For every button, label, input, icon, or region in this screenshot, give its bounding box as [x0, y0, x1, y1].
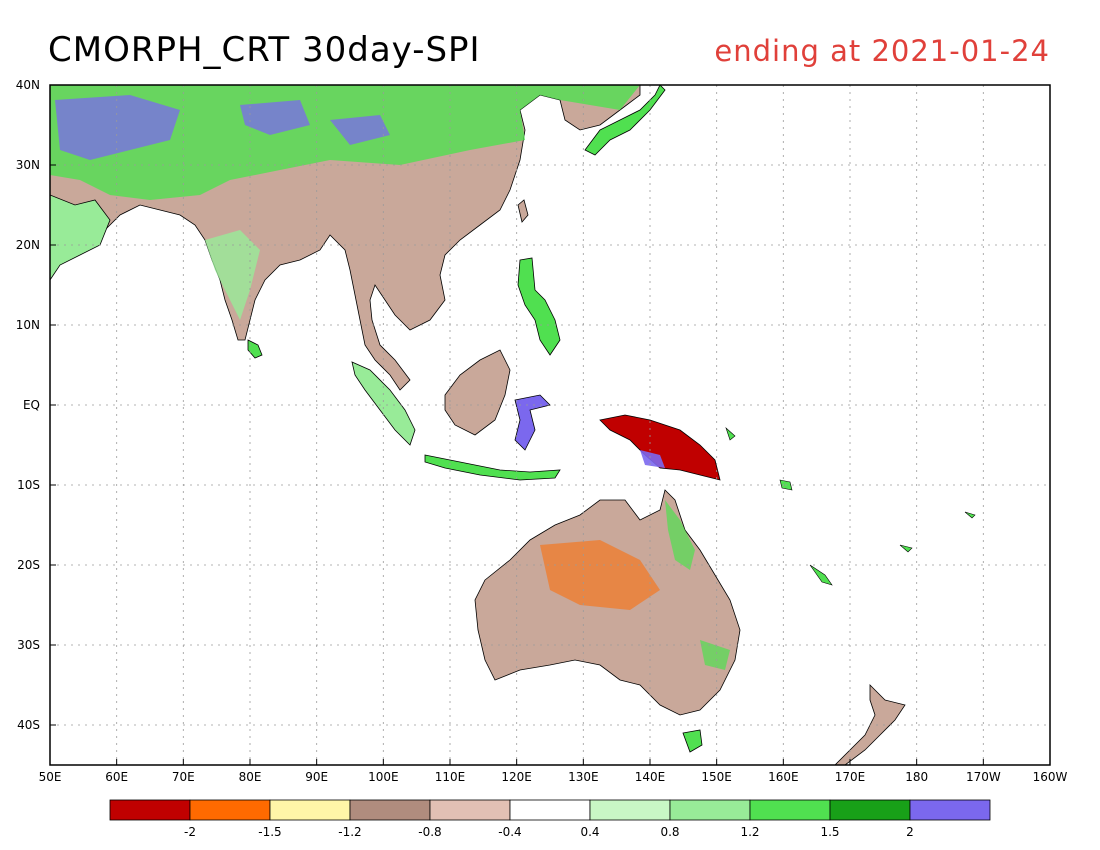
lat-label: EQ — [23, 398, 40, 412]
map-subtitle-date: ending at 2021-01-24 — [714, 34, 1050, 68]
lon-label: 120E — [501, 770, 532, 784]
land-philippines — [517, 257, 561, 356]
lat-label: 20N — [16, 238, 40, 252]
land-australia-east-wet — [665, 500, 730, 670]
lat-label: 10S — [17, 478, 40, 492]
lat-label: 30N — [16, 158, 40, 172]
colorbar-label: 0.4 — [580, 825, 599, 839]
colorbar-label: 2 — [906, 825, 914, 839]
land-sri-lanka — [247, 339, 263, 359]
colorbar-label: -2 — [184, 825, 196, 839]
lon-label: 70E — [172, 770, 195, 784]
lat-label: 10N — [16, 318, 40, 332]
colorbar-swatch — [269, 799, 351, 821]
colorbar-labels: -2 -1.5 -1.2 -0.8 -0.4 0.4 0.8 1.2 1.5 2 — [184, 825, 914, 839]
land-java — [424, 454, 561, 481]
lon-label: 140E — [635, 770, 666, 784]
land-australia-hot — [540, 540, 660, 610]
lon-label: 160W — [1033, 770, 1068, 784]
lon-label: 180 — [905, 770, 928, 784]
colorbar-label: -0.8 — [418, 825, 441, 839]
land-india-wet — [205, 230, 260, 320]
land-pacific-islands — [725, 427, 976, 586]
colorbar-label: -0.4 — [498, 825, 521, 839]
colorbar-swatch — [829, 799, 911, 821]
lon-label: 150E — [701, 770, 732, 784]
colorbar-label: -1.5 — [258, 825, 281, 839]
colorbar-swatch — [909, 799, 991, 821]
colorbar — [109, 799, 991, 821]
land-asia-north-purple — [55, 95, 390, 160]
lon-label: 100E — [368, 770, 399, 784]
land-new-guinea — [599, 414, 721, 481]
lon-label: 60E — [105, 770, 128, 784]
lon-label: 160E — [768, 770, 799, 784]
colorbar-label: 1.2 — [740, 825, 759, 839]
lat-label: 40N — [16, 78, 40, 92]
lon-label: 170E — [835, 770, 866, 784]
map-frame-border — [49, 84, 1051, 766]
land-new-guinea-wet — [640, 450, 665, 468]
colorbar-swatch — [589, 799, 671, 821]
lon-label: 80E — [239, 770, 262, 784]
colorbar-swatch — [509, 799, 591, 821]
colorbar-label: -1.2 — [338, 825, 361, 839]
latitude-labels: 40N 30N 20N 10N EQ 10S 20S 30S 40S — [16, 78, 56, 732]
graticule — [50, 85, 1050, 765]
land-tasmania — [682, 729, 703, 753]
colorbar-swatch — [349, 799, 431, 821]
lat-label: 40S — [17, 718, 40, 732]
colorbar-swatch — [429, 799, 511, 821]
lon-label: 130E — [568, 770, 599, 784]
colorbar-label: 1.5 — [820, 825, 839, 839]
colorbar-swatch — [109, 799, 191, 821]
land-borneo — [444, 349, 511, 436]
land-japan — [584, 85, 666, 156]
lat-label: 20S — [17, 558, 40, 572]
colorbar-swatch — [749, 799, 831, 821]
longitude-labels: 50E 60E 70E 80E 90E 100E 110E 120E 130E 140E 150E 1… — [39, 759, 1068, 784]
colorbar-label: 0.8 — [660, 825, 679, 839]
colorbar-swatch — [189, 799, 271, 821]
land-sumatra — [351, 361, 416, 446]
map-title: CMORPH_CRT 30day-SPI — [48, 30, 481, 70]
lon-label: 90E — [305, 770, 328, 784]
lon-label: 110E — [435, 770, 466, 784]
land-asia-north-wet — [50, 85, 640, 200]
lat-label: 30S — [17, 638, 40, 652]
map-area — [50, 85, 1050, 765]
lon-label: 170W — [966, 770, 1001, 784]
land-sulawesi — [514, 394, 551, 451]
land-taiwan — [517, 199, 529, 223]
lon-label: 50E — [39, 770, 62, 784]
colorbar-swatch — [669, 799, 751, 821]
